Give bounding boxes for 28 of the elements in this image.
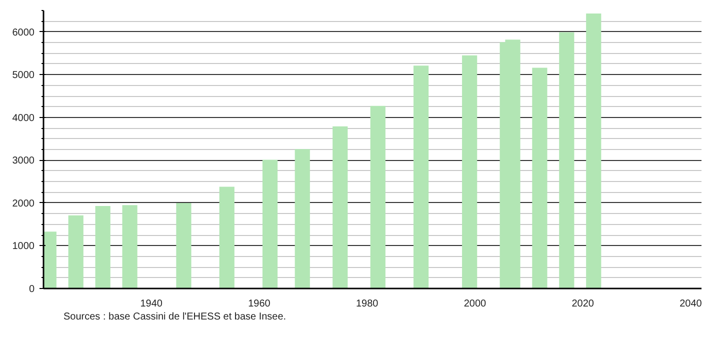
bar [176, 202, 192, 288]
bar [559, 32, 574, 288]
bar [122, 205, 138, 288]
y-tick-label: 5000 [12, 70, 35, 82]
bar [219, 186, 234, 288]
x-tick-label: 2000 [464, 298, 487, 310]
y-tick-label: 3000 [12, 156, 35, 167]
bar [294, 149, 310, 288]
bar [413, 66, 429, 288]
bar [370, 106, 386, 288]
x-tick-label: 2040 [680, 298, 702, 310]
source-note: Sources : base Cassini de l'EHESS et base Insee. [64, 312, 286, 322]
bar [532, 68, 548, 288]
y-tick-label: 1000 [12, 241, 35, 252]
bar [332, 126, 348, 288]
y-tick-label: 0 [28, 284, 35, 295]
bar [262, 160, 278, 288]
x-tick-label: 2020 [572, 298, 594, 310]
bar [462, 55, 478, 288]
bar [586, 13, 602, 288]
y-tick-label: 4000 [12, 112, 35, 124]
y-tick-label: 6000 [12, 27, 35, 38]
x-tick-label: 1960 [248, 298, 271, 310]
x-tick-label: 1940 [140, 298, 163, 310]
bar [68, 215, 84, 288]
bar [95, 206, 110, 288]
x-tick-label: 1980 [356, 298, 379, 310]
y-tick-label: 2000 [12, 198, 35, 210]
